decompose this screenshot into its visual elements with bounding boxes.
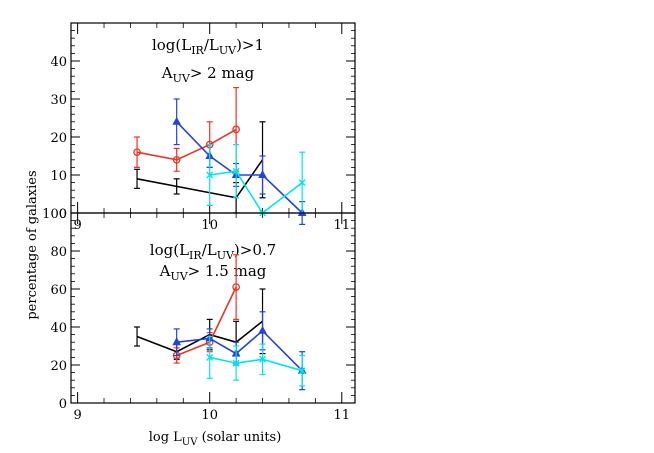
bottom-blue-point bbox=[172, 337, 182, 346]
bottom-red-point bbox=[232, 283, 240, 291]
top-xtick-label: 9 bbox=[73, 218, 81, 233]
bottom-ytick-label: 80 bbox=[50, 245, 67, 260]
top-series-cyan-line bbox=[209, 170, 303, 215]
bottom-ytick-label: 60 bbox=[50, 283, 67, 298]
top-series-red-line bbox=[136, 128, 237, 161]
top-blue-point bbox=[258, 169, 267, 178]
top-annotation-line2: AUV> 2 mag bbox=[161, 64, 255, 85]
top-annotation-line1: log(LIR/LUV)>1 bbox=[152, 36, 264, 57]
top-series-blue-line bbox=[176, 121, 303, 214]
bottom-cyan-point bbox=[259, 355, 267, 363]
panel-bottom-frame bbox=[70, 212, 356, 404]
bottom-ytick-label: 40 bbox=[50, 321, 67, 336]
bottom-ytick-label: 20 bbox=[50, 359, 67, 374]
bottom-ytick-label: 100 bbox=[42, 207, 67, 222]
top-xtick-label: 11 bbox=[334, 218, 351, 233]
bottom-xtick-label: 11 bbox=[334, 408, 351, 423]
bottom-ytick-label: 0 bbox=[59, 397, 67, 412]
bottom-xtick-label: 9 bbox=[73, 408, 81, 423]
top-red-point bbox=[232, 125, 240, 134]
top-red-point bbox=[172, 155, 181, 164]
top-cyan-point bbox=[206, 171, 214, 179]
top-ytick-label-zero: 0 bbox=[59, 207, 67, 222]
bottom-cyan-point bbox=[232, 359, 240, 367]
top-ytick-label: 40 bbox=[50, 55, 67, 70]
bottom-series-cyan-line bbox=[209, 356, 303, 372]
bottom-annotation-line1: log(LIR/LUV)>0.7 bbox=[150, 241, 276, 262]
bottom-cyan-point bbox=[298, 367, 306, 375]
top-ytick-label: 10 bbox=[50, 169, 67, 184]
top-xtick-label: 10 bbox=[201, 218, 218, 233]
bottom-blue-point bbox=[258, 325, 267, 334]
top-blue-point bbox=[172, 116, 182, 125]
top-ytick-label: 30 bbox=[50, 93, 67, 108]
y-axis-label: percentage of galaxies bbox=[25, 170, 40, 319]
top-cyan-point bbox=[298, 179, 306, 187]
top-series-black-line bbox=[136, 159, 264, 199]
top-red-point bbox=[133, 148, 141, 157]
bottom-annotation-line2: AUV> 1.5 mag bbox=[159, 262, 267, 283]
x-axis-label: log LUV (solar units) bbox=[149, 430, 282, 448]
bottom-cyan-point bbox=[206, 353, 214, 361]
top-cyan-point bbox=[232, 167, 240, 175]
bottom-xtick-label: 10 bbox=[201, 408, 218, 423]
top-ytick-label: 20 bbox=[50, 131, 67, 146]
bottom-series-red-line bbox=[176, 286, 237, 357]
